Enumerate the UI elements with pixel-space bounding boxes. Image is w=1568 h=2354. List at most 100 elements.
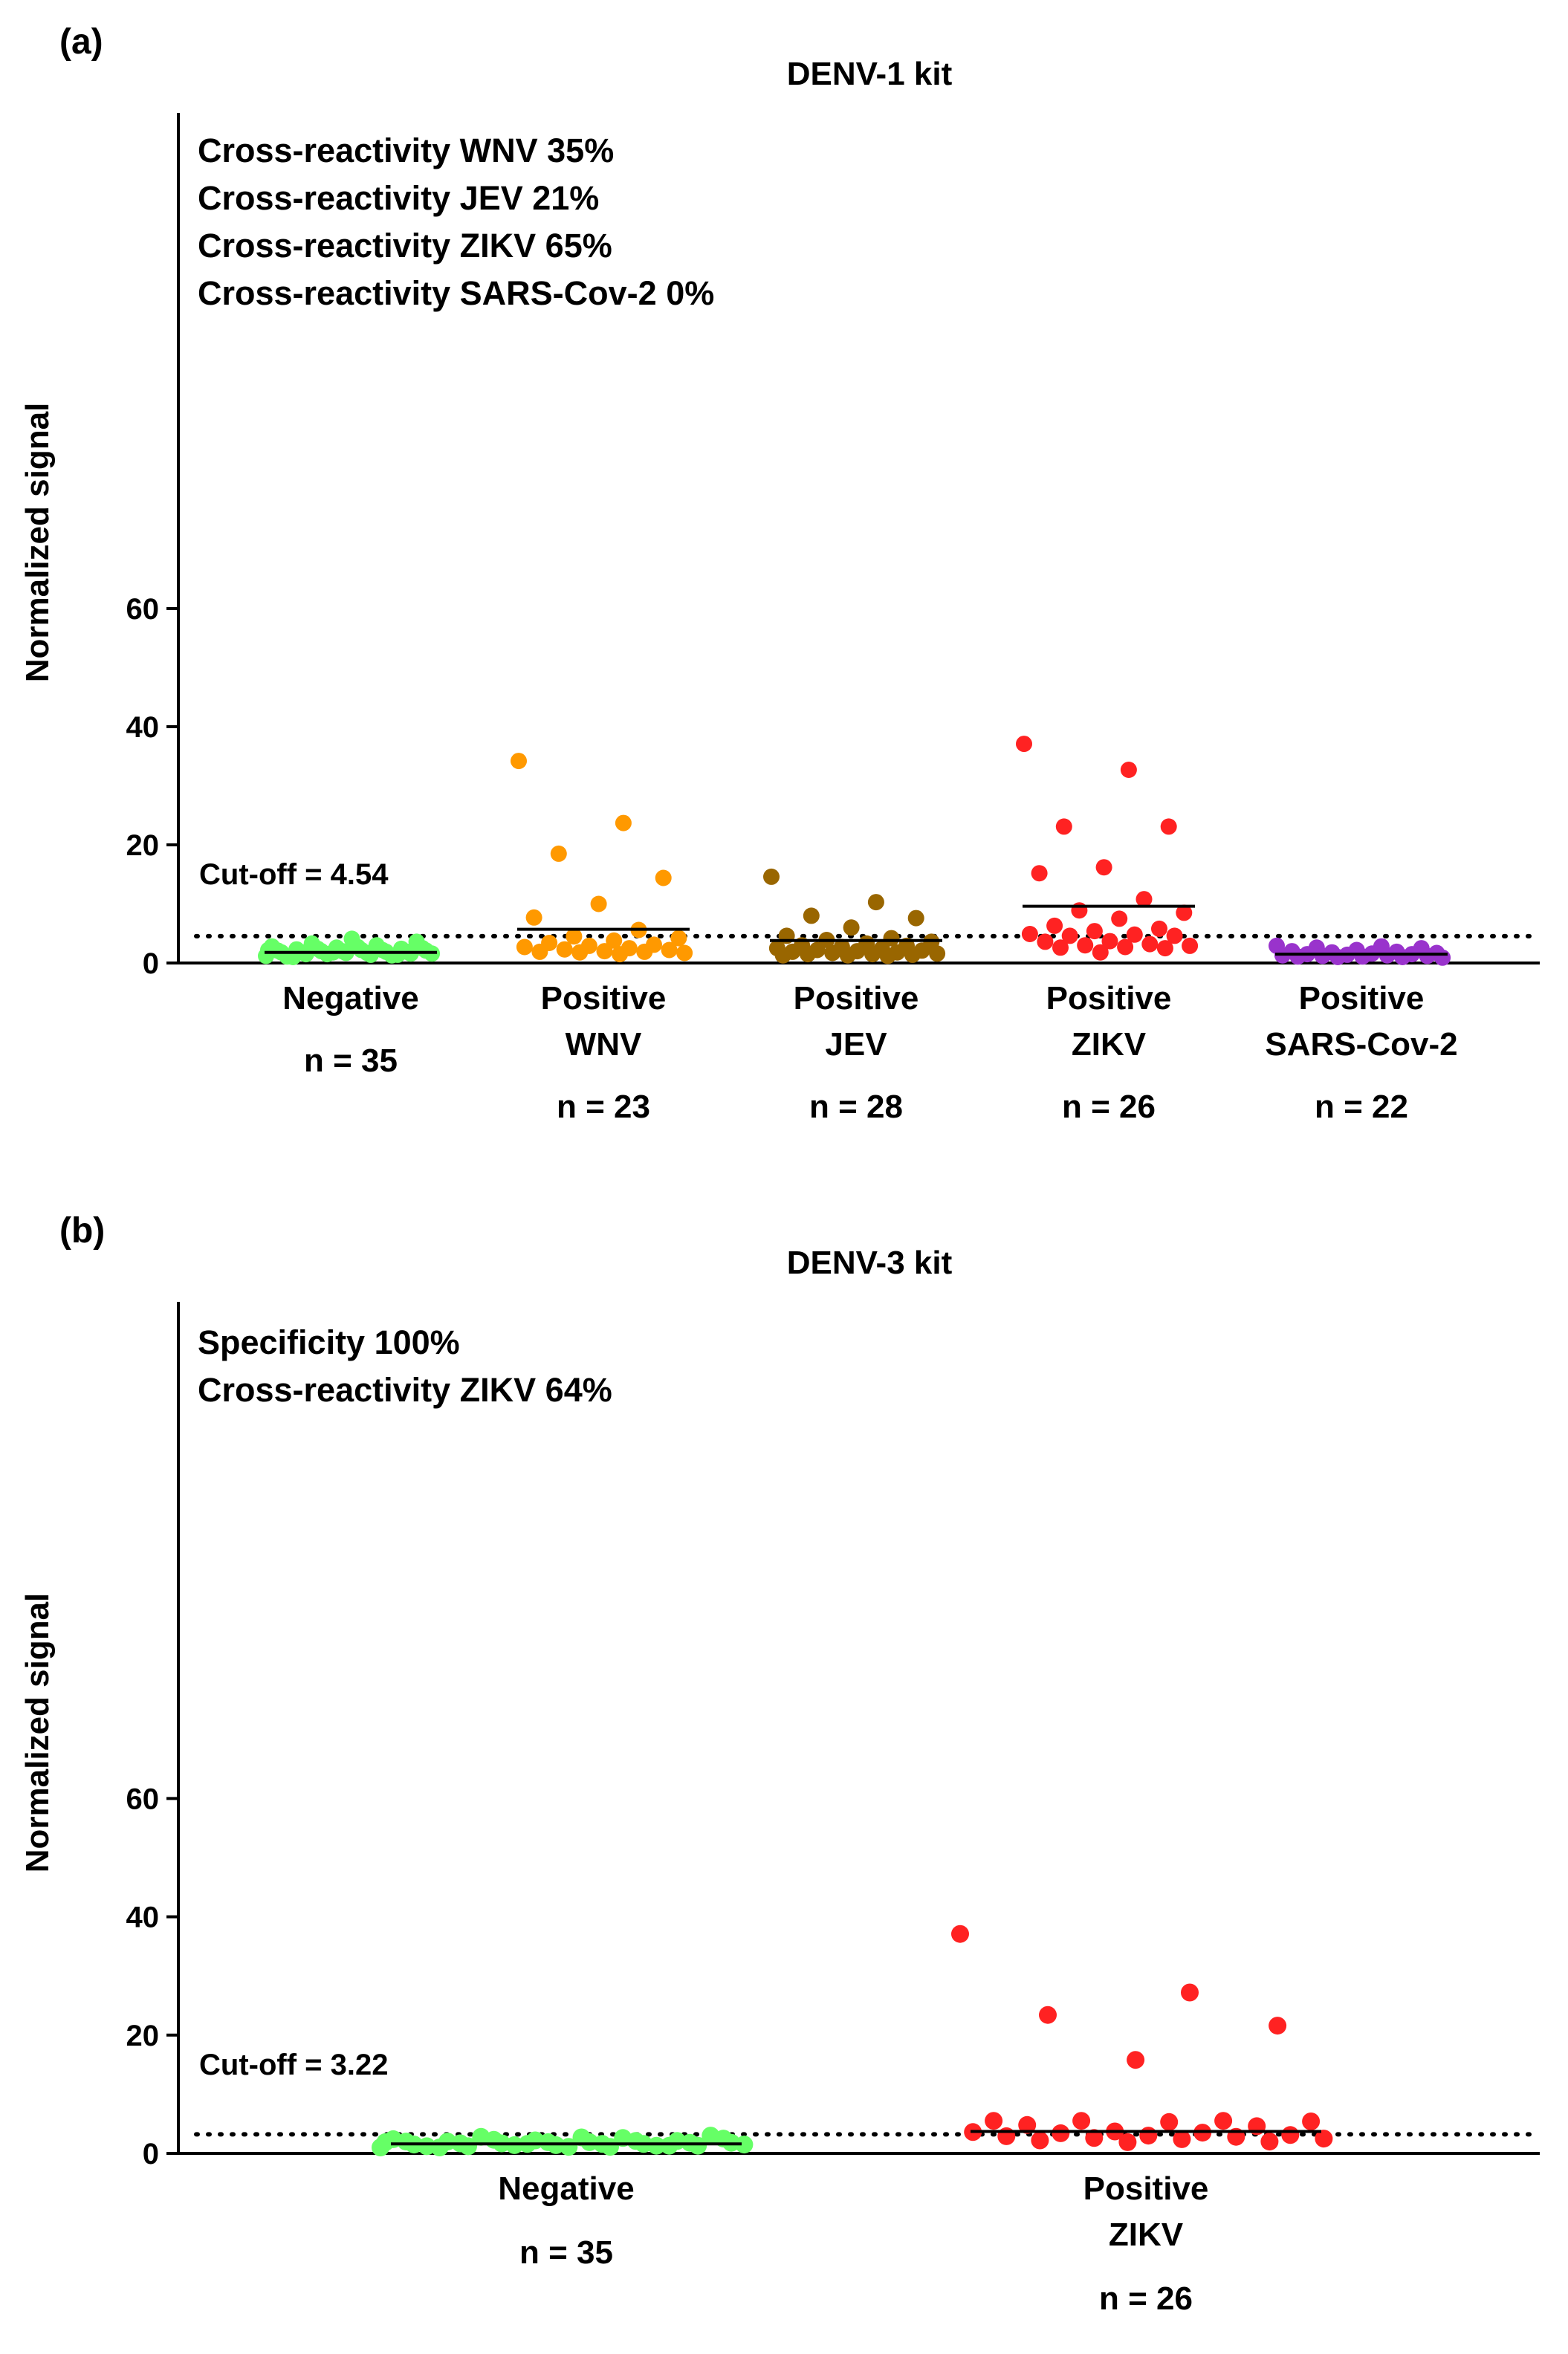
panel-a-y-tick-label-20: 20 bbox=[126, 829, 160, 862]
panel-a-point-wnv-16 bbox=[661, 941, 678, 959]
panel-b-point-zikv-8 bbox=[1302, 2113, 1321, 2130]
panel-a-cat-sars-line1: Positive bbox=[1299, 980, 1425, 1016]
panel-a-point-jev-26 bbox=[774, 947, 791, 964]
panel-a-point-wnv-15 bbox=[556, 941, 573, 958]
panel-a-point-zikv-5 bbox=[1031, 865, 1048, 882]
panel-b-point-zikv-6 bbox=[1214, 2112, 1233, 2130]
panel-a-point-wnv-0 bbox=[511, 753, 527, 770]
panel-b-cat-zikv-line1: Positive bbox=[1083, 2170, 1209, 2207]
panel-a-point-zikv-24 bbox=[1156, 940, 1173, 957]
panel-b-point-zikv-9 bbox=[1160, 2113, 1179, 2131]
panel-a-point-jev-20 bbox=[824, 944, 841, 962]
panel-a-point-wnv-4 bbox=[590, 895, 607, 912]
panel-a-y-ticks: 0 20 40 60 bbox=[126, 593, 178, 980]
panel-b-annotation-zikv: Cross-reactivity ZIKV 64% bbox=[198, 1371, 612, 1409]
panel-b-point-negative-26 bbox=[397, 2133, 415, 2151]
panel-a-cat-sars-line2: SARS-Cov-2 bbox=[1265, 1026, 1457, 1063]
panel-a-point-jev-24 bbox=[904, 946, 921, 963]
panel-a-point-zikv-6 bbox=[1135, 891, 1153, 908]
panel-b-point-zikv-10 bbox=[1018, 2115, 1037, 2134]
panel-a-annotation-sars: Cross-reactivity SARS-Cov-2 0% bbox=[198, 274, 714, 312]
panel-a-cat-wnv-line2: WNV bbox=[566, 1026, 642, 1063]
panel-b-point-zikv-1 bbox=[1181, 1983, 1199, 2002]
panel-a-y-tick-label-40: 40 bbox=[126, 711, 160, 744]
panel-b-point-zikv-2 bbox=[1039, 2006, 1057, 2024]
panel-b-annotations: Specificity 100% Cross-reactivity ZIKV 6… bbox=[198, 1323, 612, 1409]
panel-b-point-negative-25 bbox=[539, 2133, 557, 2151]
panel-a-cat-zikv-line1: Positive bbox=[1046, 980, 1172, 1016]
panel-a-point-sars-15 bbox=[1314, 947, 1331, 964]
panel-a-point-jev-3 bbox=[907, 910, 924, 927]
panel-a-point-jev-25 bbox=[839, 947, 856, 964]
panel-b-point-zikv-20 bbox=[1085, 2129, 1104, 2147]
panel-b-point-negative-27 bbox=[626, 2132, 645, 2150]
panel-b-annotation-specificity: Specificity 100% bbox=[198, 1323, 460, 1361]
panel-a-point-zikv-10 bbox=[1046, 917, 1063, 934]
panel-a-point-zikv-8 bbox=[1176, 904, 1193, 921]
panel-a-point-jev-2 bbox=[803, 907, 820, 924]
panel-a-point-zikv-22 bbox=[1117, 938, 1134, 956]
panel-b-point-zikv-7 bbox=[1072, 2112, 1091, 2130]
panel-a-y-tick-label-0: 0 bbox=[143, 947, 159, 980]
panel-a-point-wnv-5 bbox=[525, 909, 542, 926]
panel-a-point-wnv-18 bbox=[531, 943, 548, 960]
panel-a-cat-wnv-line1: Positive bbox=[541, 980, 667, 1016]
panel-a-point-jev-23 bbox=[800, 946, 816, 963]
panel-a-y-tick-label-60: 60 bbox=[126, 593, 160, 626]
panel-b-mean-lines bbox=[391, 2130, 1321, 2146]
panel-a-point-zikv-0 bbox=[1016, 736, 1032, 753]
panel-a-point-wnv-21 bbox=[676, 944, 693, 962]
panel-b-point-negative-32 bbox=[660, 2136, 678, 2155]
panel-b-point-zikv-4 bbox=[1127, 2051, 1145, 2069]
panel-b-letter: (b) bbox=[59, 1211, 105, 1251]
panel-b-title: DENV-3 kit bbox=[787, 1245, 953, 1281]
panel-a-point-wnv-22 bbox=[612, 946, 629, 963]
panel-a-point-zikv-18 bbox=[1037, 933, 1054, 950]
panel-a-point-sars-19 bbox=[1394, 949, 1411, 965]
panel-a-mean-lines bbox=[265, 904, 1448, 956]
panel-a-point-jev-22 bbox=[864, 946, 881, 963]
panel-b-point-negative-34 bbox=[376, 2133, 395, 2151]
panel-a-n-wnv: n = 23 bbox=[557, 1089, 650, 1125]
panel-a-point-jev-6 bbox=[883, 930, 900, 947]
panel-a-point-wnv-8 bbox=[670, 930, 687, 947]
panel-b-point-zikv-5 bbox=[985, 2112, 1003, 2130]
panel-a-point-zikv-25 bbox=[1092, 944, 1109, 961]
panel-a-point-zikv-23 bbox=[1052, 939, 1069, 956]
panel-b-point-zikv-17 bbox=[1139, 2127, 1158, 2145]
panel-a-point-zikv-19 bbox=[1141, 936, 1159, 953]
panel-a-cat-jev-line1: Positive bbox=[794, 980, 919, 1016]
panel-b-point-negative-28 bbox=[485, 2130, 503, 2149]
panel-a-point-wnv-2 bbox=[550, 845, 567, 862]
panel-a-n-sars: n = 22 bbox=[1315, 1089, 1408, 1125]
panel-a-n-zikv: n = 26 bbox=[1062, 1089, 1156, 1125]
panel-a-point-negative-27 bbox=[374, 941, 391, 959]
panel-b-point-zikv-0 bbox=[951, 1925, 969, 1943]
panel-b-point-zikv-3 bbox=[1269, 2017, 1287, 2035]
panel-a-point-jev-21 bbox=[929, 945, 946, 962]
panel-a-letter: (a) bbox=[59, 22, 103, 62]
panel-b-data-points bbox=[372, 1925, 1333, 2156]
panel-b-cutoff-label: Cut-off = 3.22 bbox=[199, 2049, 388, 2081]
panel-a-point-wnv-19 bbox=[636, 943, 653, 960]
panel-a-cutoff-label: Cut-off = 4.54 bbox=[199, 858, 389, 891]
panel-a-point-jev-4 bbox=[843, 919, 860, 936]
panel-a-cat-zikv-line2: ZIKV bbox=[1072, 1026, 1147, 1063]
panel-b-point-zikv-24 bbox=[1260, 2133, 1279, 2151]
panel-a-y-axis-title: Normalized signal bbox=[19, 403, 56, 683]
panel-a-point-wnv-20 bbox=[571, 944, 589, 961]
panel-a-point-wnv-17 bbox=[596, 943, 613, 960]
panel-a-point-zikv-16 bbox=[1166, 927, 1183, 944]
panel-a-cat-negative: Negative bbox=[282, 980, 418, 1016]
panel-a-cat-jev-line2: JEV bbox=[825, 1026, 887, 1063]
panel-b-y-tick-label-60: 60 bbox=[126, 1783, 160, 1815]
panel-a-point-zikv-17 bbox=[1101, 933, 1118, 950]
panel-a-point-zikv-12 bbox=[1086, 923, 1103, 940]
panel-b-cat-zikv-line2: ZIKV bbox=[1109, 2217, 1184, 2253]
panel-b-point-zikv-25 bbox=[1118, 2133, 1137, 2151]
panel-a-point-sars-21 bbox=[1434, 949, 1451, 966]
panel-a-point-jev-1 bbox=[867, 894, 884, 911]
panel-a-point-wnv-1 bbox=[615, 814, 632, 831]
panel-b-point-negative-21 bbox=[735, 2136, 754, 2154]
